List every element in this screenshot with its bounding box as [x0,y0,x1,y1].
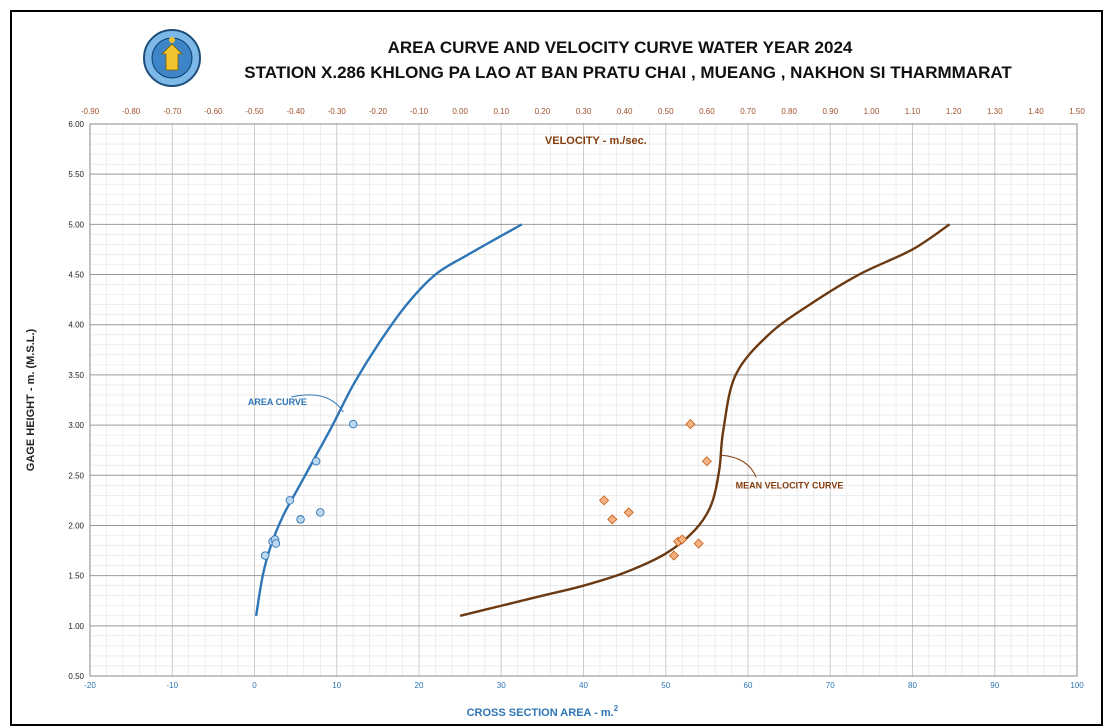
x2-tick-label: 0.40 [617,107,633,116]
x-tick-label: 40 [579,681,588,690]
x-tick-label: 90 [990,681,999,690]
velocity-data-point [685,419,696,430]
x-tick-label: -10 [166,681,178,690]
x2-tick-label: 1.30 [987,107,1003,116]
area-data-point [311,456,321,466]
y-tick-label: 4.50 [68,271,84,280]
y-tick-label: 2.50 [68,471,84,480]
x-axis-title-text: CROSS SECTION AREA - m. [467,707,614,719]
royal-irrigation-department-logo-icon [143,29,201,87]
x2-tick-label: 0.00 [452,107,468,116]
y-tick-label: 5.00 [68,220,84,229]
mean-velocity-curve-line [459,223,951,617]
area-data-point [271,539,281,548]
x-tick-label: -20 [84,681,96,690]
y-tick-label: 0.50 [68,672,84,681]
area-curve-line [254,223,523,616]
x-tick-label: 20 [415,681,424,690]
area-curve-label: AREA CURVE [248,397,307,407]
x2-tick-label: 0.20 [535,107,551,116]
y-tick-label: 1.00 [68,622,84,631]
velocity-data-point [623,507,634,518]
x-tick-label: 30 [497,681,506,690]
y-axis: 0.50 1.00 1.50 2.00 2.50 3.00 3.50 4.00 4.50 5.00… [68,120,84,681]
velocity-data-point [607,514,618,525]
x-axis-title-sup: 2 [614,704,619,713]
area-data-point [348,419,358,429]
x-tick-label: 70 [826,681,835,690]
x2-tick-label: 1.10 [905,107,921,116]
x2-tick-label: 0.60 [699,107,715,116]
x2-tick-label: 1.00 [864,107,880,116]
x2-tick-label: -0.30 [328,107,347,116]
y-tick-label: 3.00 [68,421,84,430]
x2-axis-title: VELOCITY - m./sec. [545,135,647,147]
chart-title: AREA CURVE AND VELOCITY CURVE WATER YEAR… [388,38,853,57]
x-tick-label: 10 [332,681,341,690]
x2-tick-label: -0.50 [245,107,264,116]
x2-tick-label: -0.70 [163,107,182,116]
velocity-data-point [668,550,680,561]
x2-tick-label: 0.30 [576,107,592,116]
area-curve-arrow [291,394,344,413]
chart-frame [10,10,1103,726]
series-layer [254,223,951,617]
x-tick-label: 100 [1070,681,1084,690]
x2-tick-label: 0.80 [781,107,797,116]
y-tick-label: 1.50 [68,572,84,581]
x2-tick-label: 1.40 [1028,107,1044,116]
y-axis-title: GAGE HEIGHT - m. (M.S.L.) [25,328,37,471]
x-tick-label: 50 [661,681,670,690]
y-tick-label: 6.00 [68,120,84,129]
x2-tick-label: -0.20 [369,107,388,116]
x2-tick-label: -0.80 [122,107,141,116]
x2-tick-label: -0.90 [81,107,100,116]
y-tick-label: 2.00 [68,521,84,530]
x-tick-label: 80 [908,681,917,690]
plot-area [89,123,1078,677]
x2-tick-label: 0.10 [493,107,509,116]
x-axis-bottom: -20 -10 0 10 20 30 40 50 60 70 80 90 100 [84,681,1084,690]
velocity-data-point [677,534,688,545]
velocity-data-point [598,495,610,506]
y-tick-label: 4.00 [68,321,84,330]
x2-tick-label: 0.50 [658,107,674,116]
x2-tick-label: 1.20 [946,107,962,116]
velocity-data-point [693,538,704,549]
x-axis-title: CROSS SECTION AREA - m.2 [467,704,619,719]
x-tick-label: 60 [744,681,753,690]
area-data-point [260,551,270,560]
x2-tick-label: 1.50 [1069,107,1085,116]
area-data-point [285,496,295,505]
chart-subtitle: STATION X.286 KHLONG PA LAO AT BAN PRATU… [244,63,1012,82]
area-data-point [316,508,325,517]
x2-tick-label: 0.90 [822,107,838,116]
mean-velocity-curve-arrow [721,454,757,478]
x2-tick-label: -0.60 [204,107,223,116]
x-tick-label: 0 [252,681,257,690]
x-axis-top: -0.90 -0.80 -0.70 -0.60 -0.50 -0.40 -0.30 -0.20… [81,107,1085,116]
mean-velocity-curve-label: MEAN VELOCITY CURVE [736,480,844,490]
x2-tick-label: -0.40 [287,107,306,116]
x2-tick-label: 0.70 [740,107,756,116]
y-tick-label: 5.50 [68,170,84,179]
y-tick-label: 3.50 [68,371,84,380]
area-data-point [296,515,305,524]
x2-tick-label: -0.10 [410,107,429,116]
velocity-data-point [701,456,712,467]
